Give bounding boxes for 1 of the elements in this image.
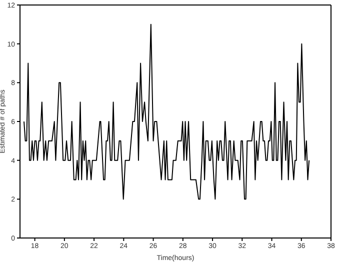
line-series — [24, 24, 310, 200]
